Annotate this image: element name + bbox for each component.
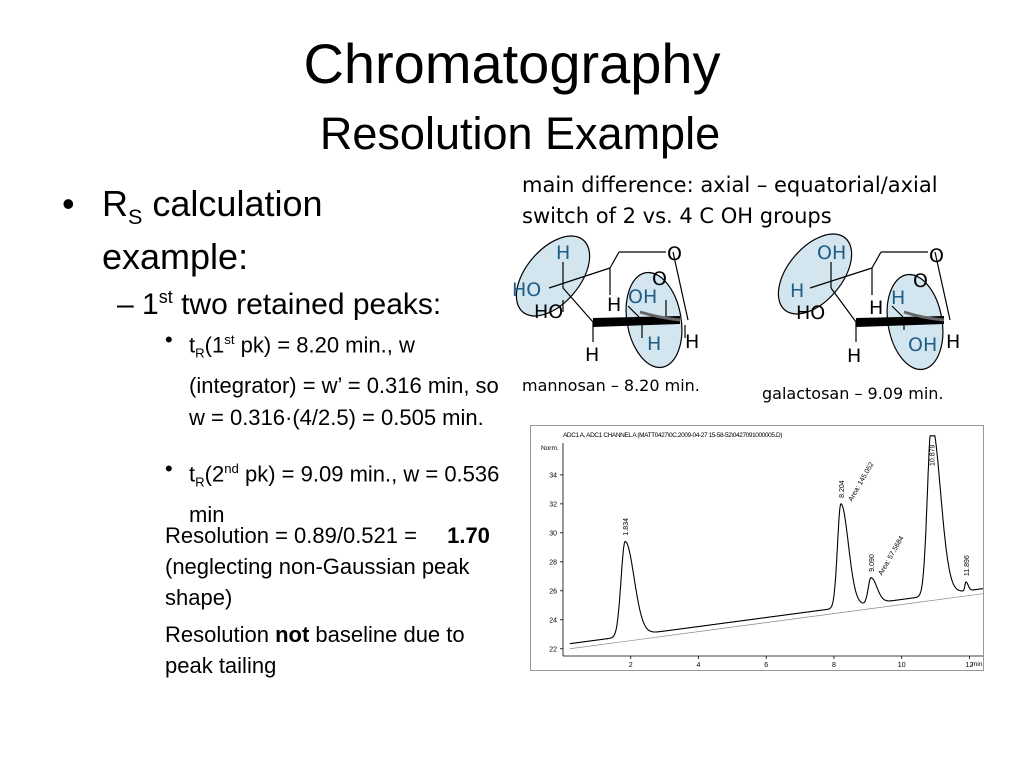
peak-area-label: Area: 57.5684	[878, 535, 906, 577]
galactosan-caption: galactosan – 9.09 min.	[762, 384, 944, 403]
galactosan-h-left: H	[790, 280, 804, 302]
slide-subtitle: Resolution Example	[319, 108, 721, 159]
st-superscript: st	[158, 287, 173, 307]
y-axis-label: Norm.	[541, 445, 559, 452]
mannosan-caption: mannosan – 8.20 min.	[522, 376, 700, 395]
st-superscript: st	[224, 332, 235, 347]
peak-rt-label: 9.090	[869, 554, 876, 572]
x-tick-label: 8	[832, 662, 836, 669]
sugar-structures: H O HO O H OH HO H H H OH O H O H	[512, 233, 960, 371]
bullet-dot-icon: •	[62, 183, 75, 224]
mannosan-structure: H O HO O H OH HO H H H	[512, 235, 699, 369]
galactosan-ho-low: HO	[796, 302, 825, 324]
x-ticks: 2 4 6 8 10 12	[629, 656, 974, 669]
galactosan-oh-top: OH	[817, 242, 846, 264]
resolution-value-paragraph: Resolution = 0.89/0.521 = 1.70 (neglecti…	[165, 520, 495, 613]
y-tick-label: 24	[549, 617, 557, 624]
galactosan-bold-bond	[856, 316, 944, 327]
t-symbol: t	[189, 332, 196, 358]
x-tick-label: 6	[764, 662, 768, 669]
dash-one: – 1	[117, 288, 159, 321]
mannosan-ho-left: HO	[512, 279, 541, 301]
y-ticks: 22 24 26 28 30 32 34	[549, 472, 563, 653]
r-subscript: R	[195, 345, 205, 361]
mannosan-h-low: H	[647, 333, 661, 355]
galactosan-h-mid2: H	[891, 287, 905, 309]
peak-rt-label: 11.896	[964, 555, 971, 576]
y-tick-label: 30	[549, 530, 557, 537]
galactosan-h-bottom: H	[847, 345, 861, 367]
bullet-text: RS calculation example:	[102, 183, 402, 278]
peak-rt-label: 10.879	[929, 444, 936, 466]
galactosan-highlight-left	[777, 233, 853, 315]
galactosan-structure: OH O H O H H HO OH H H	[777, 233, 960, 371]
note-line-2: switch of 2 vs. 4 C OH groups	[522, 204, 832, 228]
x-tick-label: 4	[697, 662, 701, 669]
mannosan-h-top: H	[556, 242, 570, 264]
nd-superscript: nd	[224, 461, 239, 476]
x-axis-unit: min	[972, 661, 983, 668]
mannosan-h-bottom: H	[585, 344, 599, 366]
resolution-note: (neglecting non-Gaussian peak shape)	[165, 554, 470, 610]
peak-rt-label: 1.834	[623, 518, 630, 536]
two-peaks-text: two retained peaks:	[172, 288, 442, 321]
mannosan-highlight-left	[515, 235, 591, 317]
bullet-text: tR(1st pk) = 8.20 min., w (integrator) =…	[189, 324, 519, 434]
galactosan-o-ring: O	[929, 245, 944, 267]
mannosan-o-bridge: O	[652, 268, 667, 290]
mannosan-ho-low: HO	[534, 301, 563, 323]
peak-area-label: Area: 145.052	[848, 461, 876, 503]
galactosan-h-mid: H	[869, 297, 883, 319]
not-word: not	[275, 622, 310, 647]
chart-title: ADC1 A, ADC1 CHANNEL A (MATT0427\0C.2009…	[563, 432, 782, 439]
x-tick-label: 2	[629, 662, 633, 669]
resolution-baseline-paragraph: Resolution not baseline due to peak tail…	[165, 619, 495, 681]
r-subscript: R	[195, 474, 205, 490]
mannosan-oh: OH	[628, 286, 657, 308]
chromatogram-trace	[569, 435, 984, 645]
resolution-value: 1.70	[447, 523, 490, 548]
galactosan-oh-low: OH	[908, 334, 937, 356]
bullet-text: tR(2nd pk) = 9.09 min., w = 0.536 min	[189, 453, 519, 531]
note-line-1: main difference: axial – equatorial/axia…	[522, 173, 938, 197]
bullet-dot-icon: •	[165, 456, 173, 481]
y-tick-label: 26	[549, 588, 557, 595]
bullet-dot-icon: •	[165, 327, 173, 352]
mannosan-o-ring: O	[667, 243, 682, 265]
y-tick-label: 22	[549, 646, 557, 653]
slide-title: Chromatography	[303, 32, 721, 95]
peak-labels: 1.834 8.204 Area: 145.052 9.090 Area: 57.568…	[623, 444, 971, 576]
paren-one: (1	[204, 332, 225, 358]
y-tick-label: 34	[549, 472, 557, 479]
baseline-text: baseline due to peak tailing	[165, 622, 465, 678]
galactosan-o-bridge: O	[913, 270, 928, 292]
mannosan-bold-bond	[593, 316, 680, 327]
peak-rt-label: 8.204	[839, 480, 846, 498]
x-tick-label: 10	[898, 662, 906, 669]
r-symbol: R	[102, 183, 128, 224]
paren-two: (2	[204, 461, 225, 487]
x-tick-label: 12	[966, 662, 974, 669]
galactosan-h-right: H	[946, 331, 960, 353]
resolution-eq-text: Resolution = 0.89/0.521 =	[165, 523, 424, 548]
mannosan-h-mid: H	[607, 294, 621, 316]
s-subscript: S	[128, 204, 143, 230]
y-tick-label: 28	[549, 559, 557, 566]
calc-example-text: calculation example:	[102, 183, 323, 278]
first-peak-text: pk) = 8.20 min., w (integrator) = w’ = 0…	[189, 332, 499, 430]
y-tick-label: 32	[549, 501, 557, 508]
baseline-line	[569, 593, 984, 650]
t-symbol: t	[189, 461, 196, 487]
chromatogram-box: ADC1 A, ADC1 CHANNEL A (MATT0427\0C.2009…	[530, 425, 984, 671]
second-peak-text: pk) = 9.09 min., w = 0.536 min	[189, 461, 500, 527]
chromatogram-svg: ADC1 A, ADC1 CHANNEL A (MATT0427\0C.2009…	[541, 432, 984, 669]
mannosan-h-right: H	[685, 331, 699, 353]
structure-note: main difference: axial – equatorial/axia…	[522, 170, 1002, 232]
resolution-word: Resolution	[165, 622, 276, 647]
subbullet-first-two-peaks: – 1st two retained peaks:	[117, 280, 441, 322]
